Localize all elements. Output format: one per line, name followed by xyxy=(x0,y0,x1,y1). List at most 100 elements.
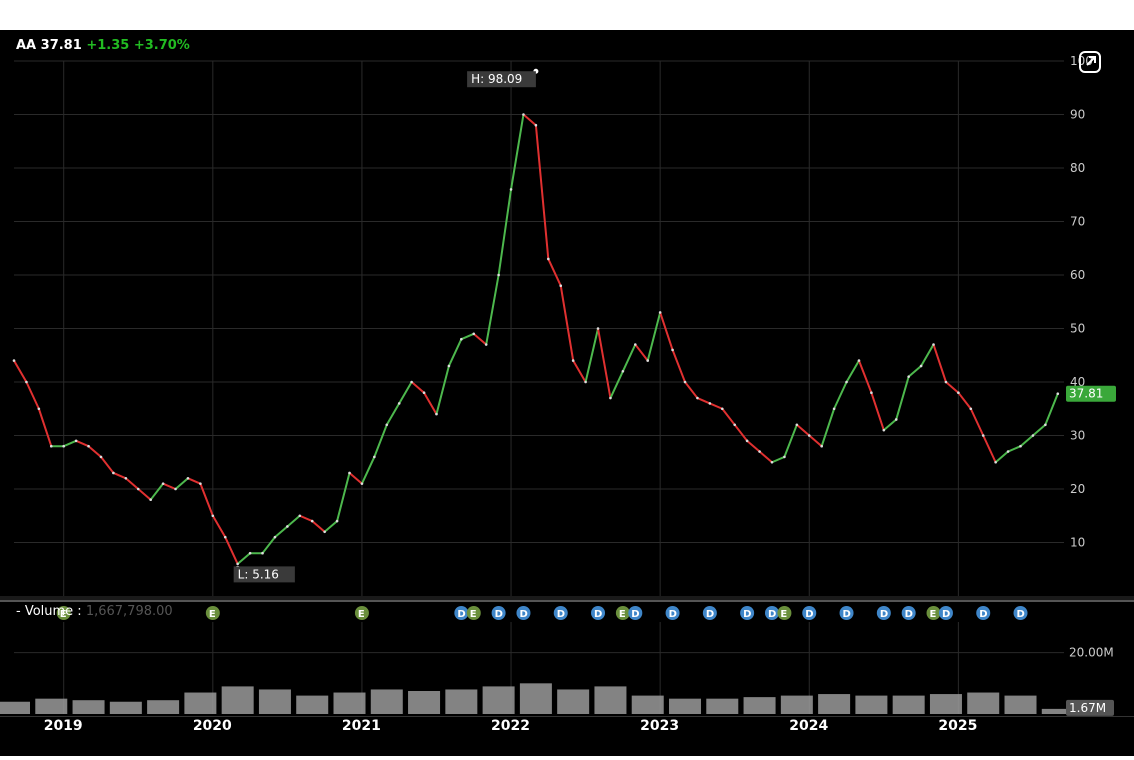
price-point xyxy=(286,525,289,528)
price-segment xyxy=(882,418,898,432)
dividend-marker xyxy=(839,606,854,620)
price-segment xyxy=(597,327,612,400)
volume-bar xyxy=(780,695,813,714)
price-segment xyxy=(684,381,699,400)
price-segment xyxy=(162,482,177,490)
price-segment xyxy=(460,332,475,341)
price-segment xyxy=(112,471,127,480)
price-point xyxy=(969,407,973,411)
high-marker-label: H: 98.09 xyxy=(471,72,522,86)
event-marker-label: D xyxy=(880,609,888,620)
low-marker-box xyxy=(233,566,295,583)
volume-bar xyxy=(743,697,776,714)
dividend-marker xyxy=(491,606,506,620)
price-segment xyxy=(559,284,575,362)
price-point xyxy=(199,482,202,485)
price-point xyxy=(261,551,264,555)
event-marker-label: D xyxy=(631,609,639,620)
volume-bar xyxy=(1004,695,1037,714)
x-tick-label: 2019 xyxy=(44,718,83,734)
price-segment xyxy=(1031,423,1047,437)
price-point xyxy=(12,359,16,362)
price-point xyxy=(348,471,351,475)
price-segment xyxy=(795,423,811,437)
price-point xyxy=(484,343,488,346)
price-point xyxy=(497,273,500,277)
price-point xyxy=(919,364,923,368)
panel-separator xyxy=(0,600,1134,602)
volume-bar xyxy=(147,700,180,714)
price-segment xyxy=(385,402,401,426)
price-point xyxy=(87,444,90,448)
price-point xyxy=(957,391,960,395)
price-segment xyxy=(261,536,276,555)
price-point xyxy=(696,396,699,400)
price-point xyxy=(981,434,985,437)
price-segment xyxy=(410,381,426,394)
x-tick-label: 2025 xyxy=(938,718,977,734)
dividend-marker xyxy=(553,606,568,620)
price-segment xyxy=(708,402,724,410)
price-segment xyxy=(348,471,363,485)
price-point xyxy=(944,380,948,384)
event-marker-label: D xyxy=(669,609,677,620)
earnings-marker xyxy=(777,606,792,620)
price-segment xyxy=(224,536,239,565)
price-point xyxy=(584,380,587,384)
price-point xyxy=(310,519,314,523)
price-point xyxy=(534,123,538,127)
y-tick-label: 10 xyxy=(1070,536,1085,550)
price-segment xyxy=(149,482,165,501)
last-price-tag xyxy=(1066,385,1116,402)
price-change-percent: +3.70% xyxy=(133,38,190,53)
price-segment xyxy=(124,477,140,490)
dividend-marker xyxy=(702,606,717,620)
price-point xyxy=(745,439,749,443)
price-segment xyxy=(584,327,600,383)
price-segment xyxy=(1007,445,1022,453)
volume-bar xyxy=(929,694,962,714)
price-point xyxy=(559,284,563,287)
price-segment xyxy=(746,439,761,453)
price-point xyxy=(273,535,277,539)
volume-bar xyxy=(519,683,552,714)
price-point xyxy=(882,428,886,432)
price-point xyxy=(758,450,761,453)
event-marker-label: D xyxy=(457,609,465,620)
event-marker-label: D xyxy=(594,609,602,620)
price-point xyxy=(596,327,600,330)
event-marker-label: D xyxy=(942,609,950,620)
price-segment xyxy=(845,359,860,383)
price-segment xyxy=(174,477,189,490)
earnings-marker xyxy=(926,606,941,620)
price-segment xyxy=(485,274,500,346)
price-segment xyxy=(286,514,301,528)
volume-bar xyxy=(0,701,30,714)
price-segment xyxy=(336,471,351,523)
price-segment xyxy=(373,423,388,458)
event-marker-label: D xyxy=(979,609,987,620)
price-segment xyxy=(907,364,923,378)
price-segment xyxy=(1019,434,1034,448)
price-point xyxy=(832,407,836,411)
price-point xyxy=(845,380,848,384)
price-point xyxy=(136,487,140,491)
price-segment xyxy=(696,397,711,405)
y-tick-label: 40 xyxy=(1070,375,1085,389)
dividend-marker xyxy=(938,606,953,620)
volume-bar xyxy=(706,698,739,714)
price-point xyxy=(795,423,799,427)
price-point xyxy=(298,514,302,518)
price-panel-bottom-divider xyxy=(0,596,1134,600)
volume-bar xyxy=(631,695,664,714)
expand-chart-icon[interactable] xyxy=(1076,48,1104,76)
price-point xyxy=(1019,444,1022,448)
y-tick-label: 80 xyxy=(1070,161,1085,175)
volume-tick-label: 20.00M xyxy=(1069,646,1114,660)
price-segment xyxy=(870,391,885,432)
price-segment xyxy=(137,488,152,501)
y-tick-label: 70 xyxy=(1070,215,1085,229)
earnings-marker xyxy=(615,606,630,620)
price-point xyxy=(733,423,737,427)
